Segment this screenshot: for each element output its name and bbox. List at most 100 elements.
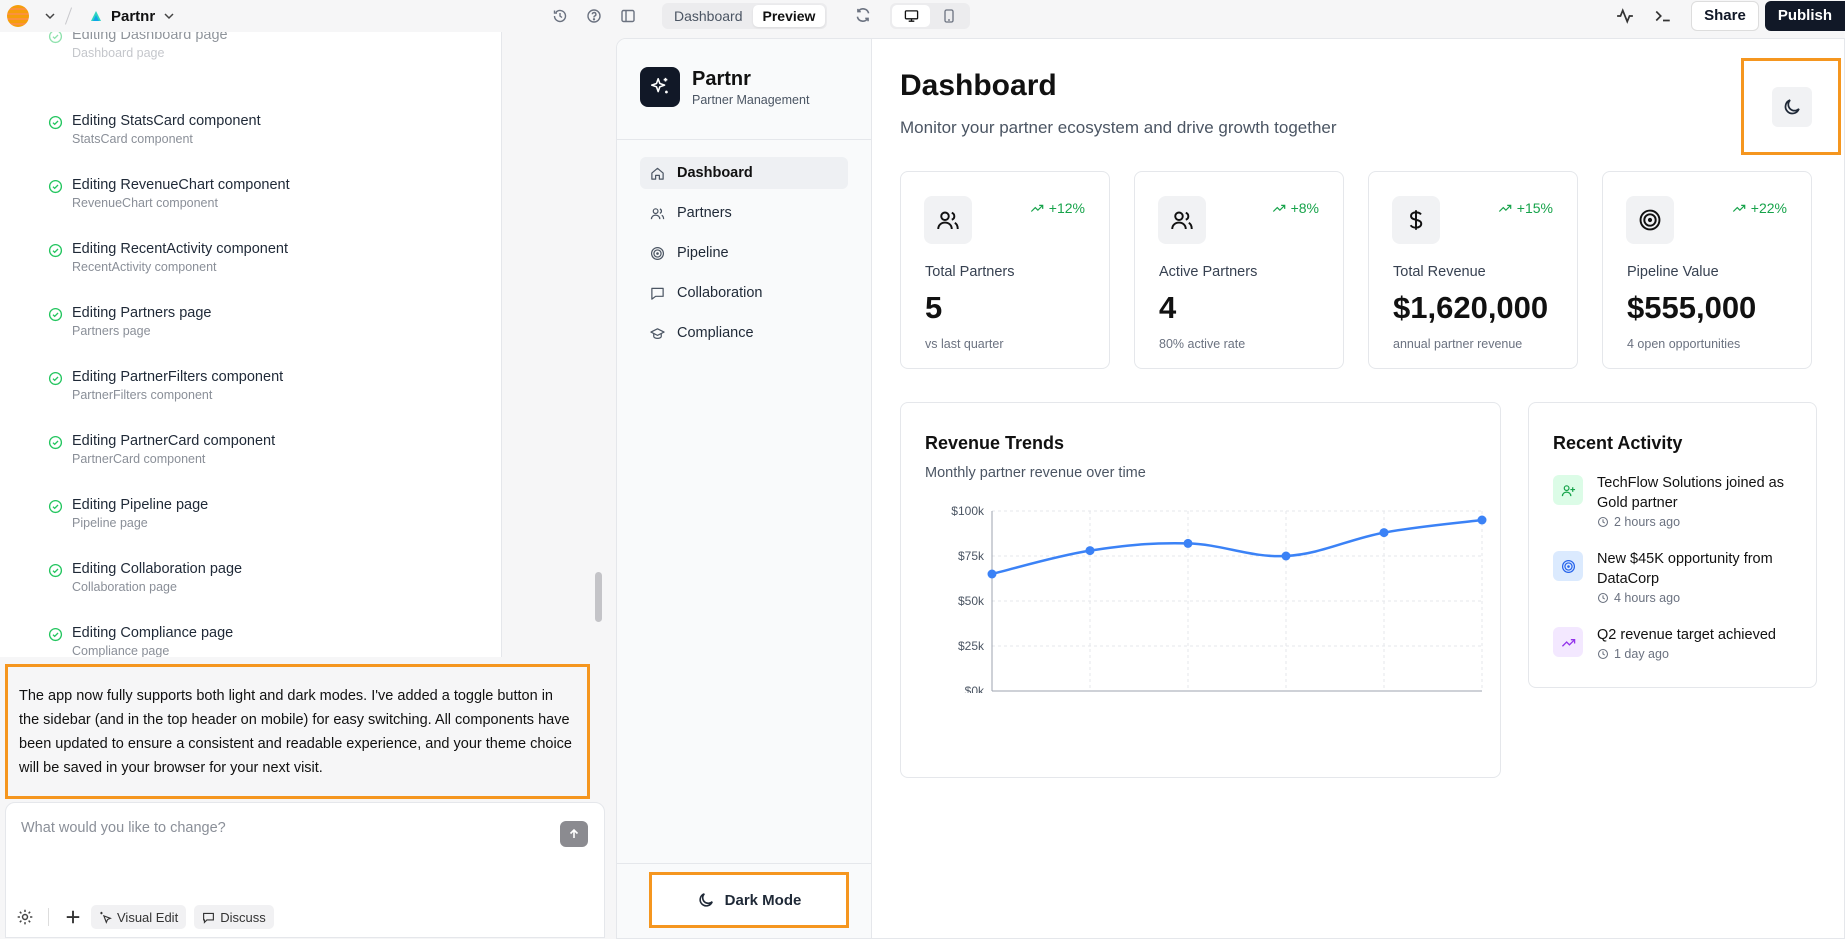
app-preview: Partnr Partner Management Dashboard Partn… xyxy=(616,38,1845,939)
stat-delta: +12% xyxy=(1030,200,1085,216)
history-icon[interactable] xyxy=(550,6,570,26)
check-circle-icon xyxy=(48,307,63,322)
cursor-sparkle-icon xyxy=(100,911,112,924)
user-plus-icon xyxy=(1561,484,1575,496)
task-title: Editing Partners page xyxy=(72,305,212,321)
y-tick-label: $75k xyxy=(958,549,985,563)
y-tick-label: $25k xyxy=(958,639,985,653)
users-icon xyxy=(1171,211,1193,230)
task-subtitle: Pipeline page xyxy=(72,516,148,530)
target-icon xyxy=(1561,559,1575,573)
plus-icon[interactable] xyxy=(63,907,83,927)
visual-edit-label: Visual Edit xyxy=(117,909,179,925)
stat-note: 80% active rate xyxy=(1159,337,1246,351)
dashboard-main: Dashboard Monitor your partner ecosystem… xyxy=(873,39,1844,938)
chevron-down-icon xyxy=(164,13,174,20)
trending-up-icon xyxy=(1561,638,1575,647)
activity-time-label: 2 hours ago xyxy=(1614,515,1681,529)
recent-activity-card: Recent Activity TechFlow Solutions joine… xyxy=(1528,402,1817,688)
graduation-cap-icon xyxy=(650,327,665,339)
assistant-message: The app now fully supports both light an… xyxy=(5,664,590,799)
stat-delta: +22% xyxy=(1732,200,1787,216)
terminal-icon[interactable] xyxy=(1653,6,1673,26)
data-point xyxy=(1281,551,1291,561)
refresh-icon[interactable] xyxy=(854,6,872,24)
project-icon xyxy=(91,11,101,21)
clock-icon xyxy=(1597,648,1609,660)
sidebar-item-collaboration[interactable]: Collaboration xyxy=(640,277,848,309)
activity-text: New $45K opportunity from DataCorp xyxy=(1597,551,1773,587)
sidebar-item-label: Dashboard xyxy=(677,165,753,181)
data-point xyxy=(1477,515,1487,525)
stat-card: +22% Pipeline Value $555,000 4 open opportu… xyxy=(1602,171,1812,369)
stat-note: vs last quarter xyxy=(925,337,1004,351)
home-icon xyxy=(651,167,664,180)
check-circle-icon xyxy=(48,115,63,130)
device-switcher xyxy=(890,3,970,29)
stat-delta-value: +12% xyxy=(1048,200,1085,216)
stat-delta: +8% xyxy=(1272,200,1319,216)
divider xyxy=(48,908,49,926)
stat-delta-value: +15% xyxy=(1516,200,1553,216)
stat-delta-value: +22% xyxy=(1750,200,1787,216)
sidebar-item-label: Collaboration xyxy=(677,285,763,301)
page-title: Dashboard xyxy=(900,69,1057,102)
task-title: Editing RecentActivity component xyxy=(72,241,288,257)
task-title: Editing StatsCard component xyxy=(72,113,261,129)
tab-preview[interactable]: Preview xyxy=(752,5,826,27)
share-button[interactable]: Share xyxy=(1691,1,1759,31)
task-list[interactable]: Editing Dashboard page Dashboard page Edit… xyxy=(0,32,502,657)
check-circle-icon xyxy=(48,371,63,386)
stat-value: 4 xyxy=(1159,290,1177,325)
revenue-line-chart: $0k$25k$50k$75k$100kJanFebMarAprMayJun xyxy=(951,504,1487,693)
stat-label: Active Partners xyxy=(1159,264,1258,280)
gear-icon[interactable] xyxy=(16,908,34,926)
target-icon xyxy=(1639,209,1661,231)
top-bar: Partnr Dashboard Preview Shar xyxy=(0,0,1845,32)
tab-dashboard[interactable]: Dashboard xyxy=(674,8,743,24)
users-icon xyxy=(937,211,959,230)
stat-value: $555,000 xyxy=(1627,290,1757,325)
sidebar-item-partners[interactable]: Partners xyxy=(640,197,848,229)
task-title: Editing Pipeline page xyxy=(72,497,209,513)
task-title: Editing PartnerCard component xyxy=(72,433,276,449)
stat-card: +12% Total Partners 5 vs last quarter xyxy=(900,171,1110,369)
task-title: Editing Dashboard page xyxy=(72,32,228,43)
visual-edit-button[interactable]: Visual Edit xyxy=(91,905,187,929)
check-circle-icon xyxy=(48,243,63,258)
check-circle-icon xyxy=(48,32,63,44)
brand: Partnr Partner Management xyxy=(640,67,809,107)
project-selector[interactable]: Partnr xyxy=(89,8,175,25)
theme-toggle-highlight xyxy=(1741,58,1841,155)
breadcrumb-separator xyxy=(64,7,73,25)
stat-card: +8% Active Partners 4 80% active rate xyxy=(1134,171,1344,369)
activity-time: 4 hours ago xyxy=(1597,591,1680,605)
project-name: Partnr xyxy=(111,7,156,25)
sidebar-item-dashboard[interactable]: Dashboard xyxy=(640,157,848,189)
activity-icon[interactable] xyxy=(1615,6,1635,26)
clock-icon xyxy=(1597,516,1609,528)
divider xyxy=(617,139,872,140)
y-tick-label: $100k xyxy=(951,504,985,518)
theme-toggle-button[interactable] xyxy=(1772,87,1812,127)
task-title: Editing Compliance page xyxy=(72,625,234,641)
sidebar-item-pipeline[interactable]: Pipeline xyxy=(640,237,848,269)
stat-card: +15% Total Revenue $1,620,000 annual partne… xyxy=(1368,171,1578,369)
check-circle-icon xyxy=(48,179,63,194)
sidebar-item-label: Partners xyxy=(677,205,732,221)
app-logo[interactable] xyxy=(7,5,29,27)
help-icon[interactable] xyxy=(584,6,604,26)
mobile-icon[interactable] xyxy=(930,5,968,27)
desktop-icon[interactable] xyxy=(892,5,930,27)
dark-mode-button[interactable]: Dark Mode xyxy=(649,872,849,928)
task-title: Editing PartnerFilters component xyxy=(72,369,284,385)
scrollbar-thumb[interactable] xyxy=(595,572,602,622)
sidebar-toggle-icon[interactable] xyxy=(618,6,638,26)
publish-button[interactable]: Publish xyxy=(1764,1,1845,31)
send-button[interactable] xyxy=(560,821,588,847)
clock-icon xyxy=(1597,592,1609,604)
sidebar-item-compliance[interactable]: Compliance xyxy=(640,317,848,349)
discuss-button[interactable]: Discuss xyxy=(194,905,274,929)
chevron-down-icon[interactable] xyxy=(44,10,56,22)
chat-input[interactable]: What would you like to change? xyxy=(21,820,226,836)
